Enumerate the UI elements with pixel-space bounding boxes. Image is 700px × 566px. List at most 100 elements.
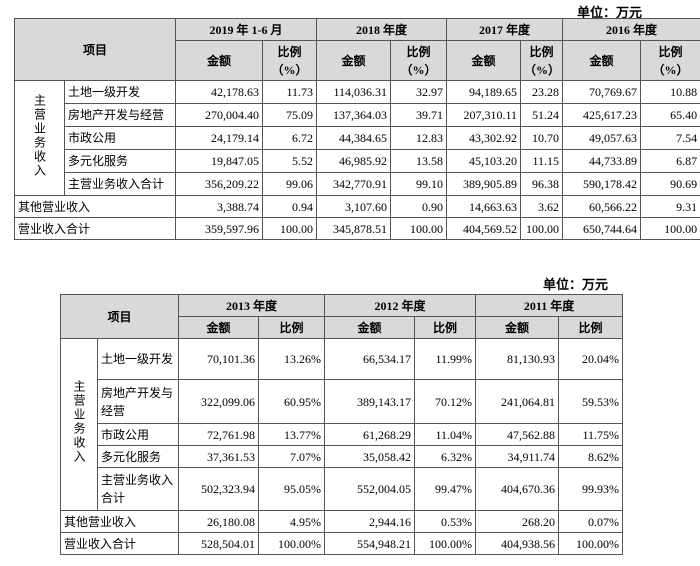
cell: 6.72 (262, 126, 318, 150)
row-label: 房地产开发与经营 (96, 379, 180, 424)
cell: 99.93% (558, 467, 624, 511)
header-period: 2011 年度 (475, 294, 624, 317)
header-item: 项目 (13, 18, 177, 81)
row-label: 主营业务收入合计 (63, 172, 177, 196)
data-row: 营业收入合计 359,597.96 100.00 345,878.51 100.00 40… (13, 217, 700, 240)
cell: 37,361.53 (178, 445, 260, 468)
data-row: 市政公用 24,179.14 6.72 44,384.65 12.83 43,302.92… (15, 126, 700, 150)
cell: 35,058.42 (324, 445, 416, 468)
group-label: 主营业务收入 (14, 80, 65, 196)
cell: 23.28 (520, 80, 564, 104)
data-row: 主营业务收入合计 502,323.94 95.05% 552,004.05 99.47%… (61, 467, 624, 511)
cell: 44,733.89 (562, 149, 642, 173)
cell: 32.97 (390, 80, 448, 104)
header-item: 项目 (59, 294, 180, 339)
data-row: 市政公用 72,761.98 13.77% 61,268.29 11.04% 47,562… (61, 423, 624, 446)
row-label: 土地一级开发 (63, 80, 177, 104)
cell: 0.94 (262, 195, 318, 218)
row-label: 主营业务收入合计 (96, 467, 180, 511)
data-table: 项目 2013 年度 2012 年度 2011 年度 金额 比例 金额 比例 金额 比例 主营业务收… (59, 294, 624, 555)
cell: 12.83 (390, 126, 448, 150)
header-sub: 金额 (324, 316, 416, 339)
unit-label: 单位：万元 (576, 5, 642, 20)
cell: 60.95% (258, 379, 326, 424)
cell: 13.77% (258, 423, 326, 446)
cell: 7.07% (258, 445, 326, 468)
cell: 554,948.21 (324, 532, 416, 555)
row-label: 其他营业收入 (59, 510, 180, 533)
row-label: 土地一级开发 (96, 338, 180, 380)
header-sub: 金额 (316, 40, 392, 81)
cell: 9.31 (640, 195, 700, 218)
cell: 39.71 (390, 103, 448, 127)
header-period: 2019 年 1-6 月 (175, 18, 318, 41)
cell: 590,178.42 (562, 172, 642, 196)
cell: 270,004.40 (175, 103, 264, 127)
cell: 2,944.16 (324, 510, 416, 533)
cell: 6.87 (640, 149, 700, 173)
header-period: 2016 年度 (562, 18, 700, 41)
cell: 10.70 (520, 126, 564, 150)
header-sub: 金额 (178, 316, 260, 339)
cell: 66,534.17 (324, 338, 416, 380)
cell: 42,178.63 (175, 80, 264, 104)
group-text: 主营业务收入 (32, 93, 47, 178)
cell: 100.00% (414, 532, 477, 555)
cell: 10.88 (640, 80, 700, 104)
cell: 389,905.89 (446, 172, 522, 196)
cell: 34,911.74 (475, 445, 560, 468)
data-row: 主营业务收入 土地一级开发 70,101.36 13.26% 66,534.17 11.9… (60, 338, 624, 511)
cell: 13.26% (258, 338, 326, 380)
header-sub: 金额 (475, 316, 560, 339)
cell: 528,504.01 (178, 532, 260, 555)
header-row: 项目 2013 年度 2012 年度 2011 年度 (59, 294, 624, 339)
cell: 60,566.22 (562, 195, 642, 218)
cell: 207,310.11 (446, 103, 522, 127)
cell: 11.99% (414, 338, 477, 380)
header-sub: 比例 (258, 316, 326, 339)
header-row: 金额 比例（%） 金额 比例（%） 金额 比例（%） 金额 比例（%） (15, 40, 700, 81)
data-row: 房地产开发与经营 322,099.06 60.95% 389,143.17 70.12%… (61, 379, 624, 424)
cell: 404,938.56 (475, 532, 560, 555)
cell: 5.52 (262, 149, 318, 173)
row-label: 多元化服务 (96, 445, 180, 468)
cell: 425,617.23 (562, 103, 642, 127)
cell: 100.00 (390, 217, 448, 240)
cell: 61,268.29 (324, 423, 416, 446)
header-sub: 金额 (562, 40, 642, 81)
cell: 70,769.67 (562, 80, 642, 104)
cell: 100.00 (640, 217, 700, 240)
cell: 90.69 (640, 172, 700, 196)
cell: 95.05% (258, 467, 326, 511)
header-sub: 比例 (558, 316, 624, 339)
header-row: 金额 比例 金额 比例 金额 比例 (61, 316, 624, 339)
data-row: 其他营业收入 26,180.08 4.95% 2,944.16 0.53% 268.20 0… (59, 510, 624, 533)
cell: 345,878.51 (316, 217, 392, 240)
cell: 70.12% (414, 379, 477, 424)
cell: 502,323.94 (178, 467, 260, 511)
row-label: 营业收入合计 (13, 217, 177, 240)
row-label: 营业收入合计 (59, 532, 180, 555)
data-row: 主营业务收入合计 356,209.22 99.06 342,770.91 99.10 38… (15, 172, 700, 196)
cell: 26,180.08 (178, 510, 260, 533)
cell: 7.54 (640, 126, 700, 150)
cell: 322,099.06 (178, 379, 260, 424)
data-row: 多元化服务 19,847.05 5.52 46,985.92 13.58 45,103.2… (15, 149, 700, 173)
header-sub: 比例（%） (390, 40, 448, 81)
cell: 356,209.22 (175, 172, 264, 196)
data-row: 主营业务收入 土地一级开发 42,178.63 11.73 114,036.31 32.9… (14, 80, 700, 196)
cell: 70,101.36 (178, 338, 260, 380)
cell: 4.95% (258, 510, 326, 533)
cell: 99.06 (262, 172, 318, 196)
cell: 100.00% (558, 532, 624, 555)
header-sub: 比例（%） (640, 40, 700, 81)
group-text: 主营业务收入 (72, 380, 86, 464)
cell: 24,179.14 (175, 126, 264, 150)
cell: 96.38 (520, 172, 564, 196)
cell: 51.24 (520, 103, 564, 127)
cell: 11.75% (558, 423, 624, 446)
cell: 20.04% (558, 338, 624, 380)
row-label: 市政公用 (96, 423, 180, 446)
cell: 100.00 (262, 217, 318, 240)
cell: 8.62% (558, 445, 624, 468)
